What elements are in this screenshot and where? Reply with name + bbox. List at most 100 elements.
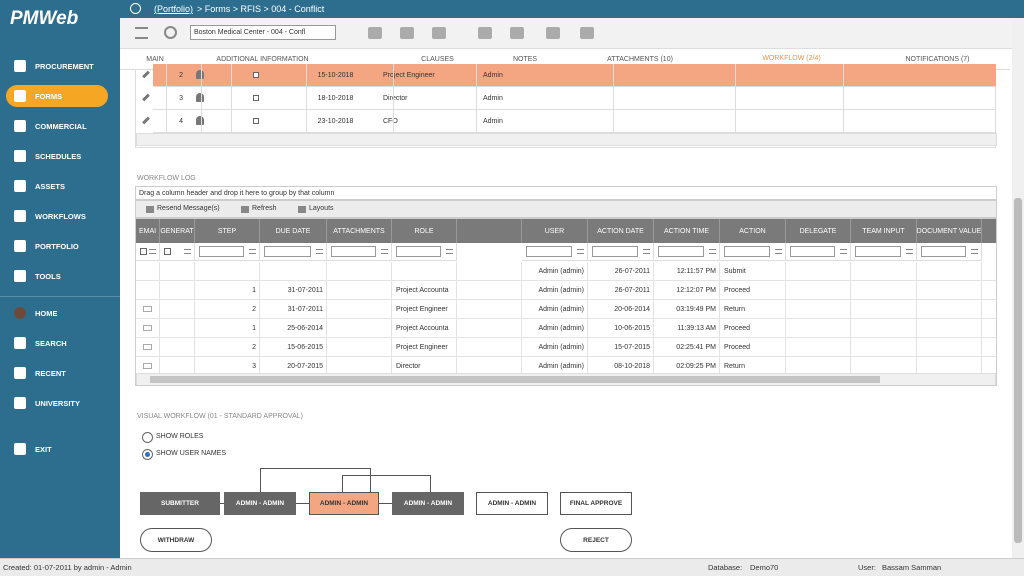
menu-item[interactable]: COMMERCIAL: [6, 115, 108, 137]
approver-row[interactable]: 4 23-10-2018 CFO Admin: [153, 110, 996, 133]
tab[interactable]: ADDITIONAL INFORMATION: [216, 55, 309, 63]
user: Admin: [483, 94, 503, 102]
filter-input[interactable]: [658, 246, 704, 257]
menu-item[interactable]: HOME: [6, 302, 108, 324]
col-divider: [981, 262, 982, 280]
filter-checkbox[interactable]: [140, 248, 147, 255]
radio[interactable]: [142, 432, 153, 443]
email-icon[interactable]: [143, 344, 152, 350]
filter-cell: [917, 243, 982, 261]
h-scrollbar[interactable]: [136, 133, 997, 146]
record-select[interactable]: Boston Medical Center - 004 - Confl: [190, 25, 336, 40]
menu-icon: [14, 60, 26, 72]
filter-input[interactable]: [790, 246, 835, 257]
filter-input[interactable]: [921, 246, 966, 257]
menu-item[interactable]: WORKFLOWS: [6, 205, 108, 227]
log-row[interactable]: Admin (admin) 26-07-2011 12:11:57 PM Submit: [136, 262, 996, 281]
email-icon[interactable]: [143, 363, 152, 369]
filter-input[interactable]: [396, 246, 441, 257]
edit-icon[interactable]: [142, 116, 150, 125]
filter-icon: [381, 249, 388, 254]
radio[interactable]: [142, 449, 153, 460]
scrollbar-thumb[interactable]: [1014, 198, 1022, 543]
toolbar-button[interactable]: [400, 27, 414, 39]
breadcrumb-link[interactable]: (Portfolio): [154, 4, 194, 14]
tab[interactable]: NOTES: [512, 55, 538, 63]
column-header[interactable]: TEAM INPUT: [851, 219, 917, 243]
filter-input[interactable]: [724, 246, 770, 257]
column-header[interactable]: ACTION: [720, 219, 786, 243]
tab[interactable]: NOTIFICATIONS (7): [905, 55, 970, 63]
log-row[interactable]: 2 31-07-2011 Project Engineer Admin (admin)…: [136, 300, 996, 319]
menu-item[interactable]: FORMS: [6, 85, 108, 107]
col-divider: [981, 300, 982, 318]
log-row[interactable]: 1 25-06-2014 Project Accounta Admin (admin)…: [136, 319, 996, 338]
list-icon[interactable]: [135, 27, 148, 39]
workflow-button[interactable]: WITHDRAW: [140, 528, 212, 552]
menu-item[interactable]: EXIT: [6, 438, 108, 460]
filter-checkbox[interactable]: [164, 248, 171, 255]
filter-input[interactable]: [526, 246, 572, 257]
approver-row[interactable]: 3 18-10-2018 Director Admin: [153, 87, 996, 110]
menu-item[interactable]: SEARCH: [6, 332, 108, 354]
edit-icon[interactable]: [142, 70, 150, 79]
column-header[interactable]: USER: [522, 219, 588, 243]
toolbar-button[interactable]: [432, 27, 446, 39]
column-header[interactable]: ROLE: [392, 219, 457, 243]
log-row[interactable]: 2 15-06-2015 Project Engineer Admin (admin)…: [136, 338, 996, 357]
email-icon[interactable]: [143, 325, 152, 331]
filter-input[interactable]: [199, 246, 244, 257]
menu-label: PORTFOLIO: [35, 241, 79, 251]
menu-item[interactable]: PROCUREMENT: [6, 55, 108, 77]
menu-item[interactable]: UNIVERSITY: [6, 392, 108, 414]
grid-action[interactable]: Layouts: [309, 205, 334, 212]
col-divider: [231, 87, 232, 109]
log-due-date: 31-07-2011: [287, 287, 323, 294]
grid-actions: Resend Message(s) Refresh Layouts: [135, 200, 997, 218]
toolbar-button[interactable]: [546, 27, 560, 39]
tab[interactable]: MAIN: [146, 55, 164, 63]
toolbar-button[interactable]: [580, 27, 594, 39]
col-divider: [326, 338, 327, 356]
menu-item[interactable]: PORTFOLIO: [6, 235, 108, 257]
checkbox[interactable]: [253, 118, 259, 124]
tab[interactable]: ATTACHMENTS (10): [607, 55, 673, 63]
arrow: [296, 503, 309, 504]
workflow-button[interactable]: REJECT: [560, 528, 632, 552]
edit-icon[interactable]: [142, 93, 150, 102]
approver-row[interactable]: 2 15-10-2018 Project Engineer Admin: [153, 64, 996, 87]
col-divider: [653, 319, 654, 337]
column-header[interactable]: ACTION DATE: [588, 219, 654, 243]
checkbox[interactable]: [253, 72, 259, 78]
menu-item[interactable]: ASSETS: [6, 175, 108, 197]
toolbar-button[interactable]: [510, 27, 524, 39]
toolbar-button[interactable]: [368, 27, 382, 39]
grid-action[interactable]: Refresh: [252, 205, 277, 212]
column-header[interactable]: EMAI: [136, 219, 160, 243]
column-header[interactable]: ACTION TIME: [654, 219, 720, 243]
toolbar-button[interactable]: [478, 27, 492, 39]
filter-input[interactable]: [331, 246, 376, 257]
checkbox[interactable]: [253, 95, 259, 101]
grid-action[interactable]: Resend Message(s): [157, 205, 220, 212]
column-header[interactable]: GENERAT: [160, 219, 195, 243]
history-icon[interactable]: [164, 26, 177, 39]
tab[interactable]: CLAUSES: [421, 55, 454, 63]
filter-input[interactable]: [592, 246, 638, 257]
filter-icon: [643, 249, 650, 254]
menu-item[interactable]: SCHEDULES: [6, 145, 108, 167]
column-header[interactable]: DELEGATE: [786, 219, 851, 243]
filter-input[interactable]: [264, 246, 311, 257]
filter-input[interactable]: [855, 246, 901, 257]
column-header[interactable]: STEP: [195, 219, 260, 243]
menu-label: ASSETS: [35, 181, 66, 191]
column-header[interactable]: DOCUMENT VALUE: [917, 219, 982, 243]
column-header[interactable]: DUE DATE: [260, 219, 327, 243]
email-icon[interactable]: [143, 306, 152, 312]
menu-item[interactable]: RECENT: [6, 362, 108, 384]
menu-item[interactable]: TOOLS: [6, 265, 108, 287]
log-row[interactable]: 1 31-07-2011 Project Accounta Admin (admin)…: [136, 281, 996, 300]
col-divider: [981, 338, 982, 356]
step-number: 3: [179, 94, 183, 102]
column-header[interactable]: ATTACHMENTS: [327, 219, 392, 243]
